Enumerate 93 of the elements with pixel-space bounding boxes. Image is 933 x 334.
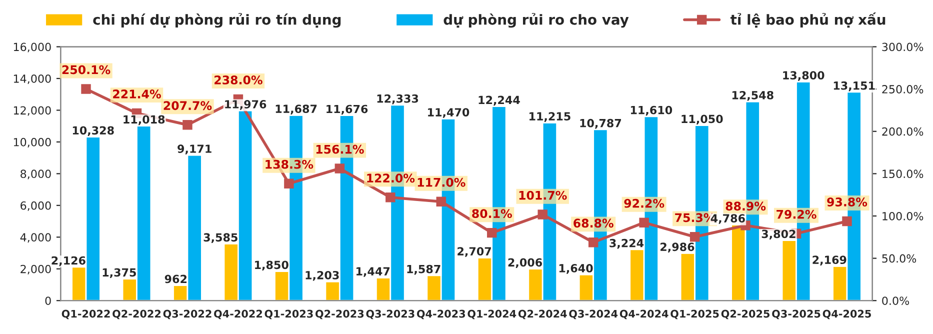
x-tick-label: Q1-2024 bbox=[468, 310, 516, 320]
data-label: 12,244 bbox=[478, 96, 520, 106]
data-label: 88.9% bbox=[726, 202, 766, 211]
data-label: 1,640 bbox=[559, 264, 593, 274]
data-label: 156.1% bbox=[316, 144, 364, 154]
data-label: 1,203 bbox=[306, 270, 339, 281]
y-tick-label: 0 bbox=[45, 296, 51, 305]
data-label: 93.8% bbox=[827, 198, 868, 206]
point bbox=[588, 238, 598, 248]
x-tick-label: Q1-2023 bbox=[264, 310, 313, 320]
legend-label: tỉ lệ bao phủ nợ xấu bbox=[730, 12, 886, 28]
y-tick-label: 2,000 bbox=[20, 264, 51, 274]
data-label: 2,126 bbox=[52, 256, 86, 266]
x-tick-label: Q4-2022 bbox=[214, 310, 262, 320]
legend-label: dự phòng rủi ro cho vay bbox=[444, 12, 629, 28]
data-label: 221.4% bbox=[113, 90, 161, 98]
data-label: 68.8% bbox=[574, 218, 614, 228]
data-label: 122.0% bbox=[367, 174, 415, 183]
data-label: 1,375 bbox=[102, 268, 136, 278]
data-label: 1,850 bbox=[255, 260, 288, 271]
point bbox=[690, 232, 700, 242]
data-label: 11,676 bbox=[326, 104, 368, 115]
x-tick-label: Q1-2022 bbox=[62, 310, 110, 320]
x-tick-label: Q2-2025 bbox=[721, 310, 770, 320]
point bbox=[436, 196, 446, 206]
data-label: 1,587 bbox=[407, 264, 440, 275]
y2-tick-label: 300.0% bbox=[882, 42, 924, 52]
data-label: 2,707 bbox=[458, 247, 491, 257]
data-label: 11,018 bbox=[124, 115, 165, 126]
point bbox=[182, 120, 192, 130]
data-label: 3,224 bbox=[610, 238, 644, 249]
y-tick-label: 6,000 bbox=[20, 201, 51, 211]
y-tick-label: 8,000 bbox=[20, 170, 51, 180]
data-label: 11,976 bbox=[225, 100, 266, 110]
x-tick-label: Q2-2024 bbox=[518, 310, 567, 320]
data-label: 92.2% bbox=[624, 198, 664, 208]
point bbox=[284, 178, 294, 188]
data-label: 12,333 bbox=[377, 94, 418, 104]
legend-label: chi phí dự phòng rủi ro tín dụng bbox=[93, 12, 341, 28]
point bbox=[334, 164, 345, 174]
y-tick-label: 12,000 bbox=[14, 106, 51, 116]
x-tick-label: Q1-2025 bbox=[670, 310, 719, 320]
data-label: 11,050 bbox=[682, 114, 723, 125]
data-label: 9,171 bbox=[178, 144, 212, 154]
data-label: 2,986 bbox=[660, 242, 694, 252]
data-label: 101.7% bbox=[519, 190, 567, 200]
data-label: 11,610 bbox=[630, 106, 672, 116]
data-label: 10,787 bbox=[580, 118, 621, 129]
y2-tick-label: 50.0% bbox=[882, 254, 916, 263]
x-tick-label: Q4-2025 bbox=[822, 310, 871, 320]
x-tick-label: Q4-2023 bbox=[416, 310, 466, 320]
point bbox=[538, 210, 548, 220]
data-label: 962 bbox=[164, 274, 187, 284]
y2-tick-label: 200.0% bbox=[882, 127, 924, 136]
data-label: 13,151 bbox=[834, 81, 875, 92]
data-label: 3,802 bbox=[762, 230, 796, 240]
data-label: 207.7% bbox=[164, 101, 212, 110]
point bbox=[386, 192, 396, 202]
data-label: 80.1% bbox=[472, 209, 512, 218]
data-label: 13,800 bbox=[783, 71, 824, 81]
y2-tick-label: 0.0% bbox=[882, 296, 909, 305]
data-label: 79.2% bbox=[776, 210, 816, 219]
point bbox=[81, 84, 91, 94]
y2-tick-label: 100.0% bbox=[882, 212, 924, 220]
data-label: 138.3% bbox=[266, 160, 314, 169]
data-label: 2,006 bbox=[508, 258, 542, 268]
data-label: 117.0% bbox=[418, 178, 466, 187]
y-tick-label: 16,000 bbox=[14, 42, 51, 52]
y2-tick-label: 250.0% bbox=[882, 85, 924, 94]
y-tick-label: 10,000 bbox=[14, 138, 51, 148]
x-tick-label: Q2-2023 bbox=[315, 310, 364, 320]
data-label: 238.0% bbox=[214, 76, 262, 84]
data-label: 2,169 bbox=[812, 256, 846, 266]
point bbox=[487, 228, 497, 238]
data-label: 12,548 bbox=[732, 90, 774, 101]
y-tick-label: 14,000 bbox=[14, 74, 51, 84]
data-label: 11,470 bbox=[428, 108, 470, 118]
point bbox=[842, 216, 852, 226]
x-tick-label: Q2-2022 bbox=[112, 310, 161, 320]
data-label: 3,585 bbox=[204, 233, 238, 243]
x-tick-label: Q3-2024 bbox=[569, 310, 618, 320]
y-tick-label: 4,000 bbox=[20, 233, 51, 243]
data-label: 10,328 bbox=[72, 126, 114, 136]
y2-tick-label: 150.0% bbox=[882, 170, 924, 178]
x-tick-label: Q4-2024 bbox=[620, 310, 668, 320]
x-tick-label: Q3-2023 bbox=[366, 310, 414, 320]
data-label: 11,215 bbox=[530, 112, 570, 122]
data-label: 250.1% bbox=[62, 65, 110, 74]
x-tick-label: Q3-2022 bbox=[163, 310, 212, 320]
x-tick-label: Q3-2025 bbox=[772, 310, 820, 320]
point bbox=[639, 218, 649, 228]
data-label: 11,687 bbox=[276, 104, 317, 114]
data-label: 1,447 bbox=[356, 267, 390, 277]
